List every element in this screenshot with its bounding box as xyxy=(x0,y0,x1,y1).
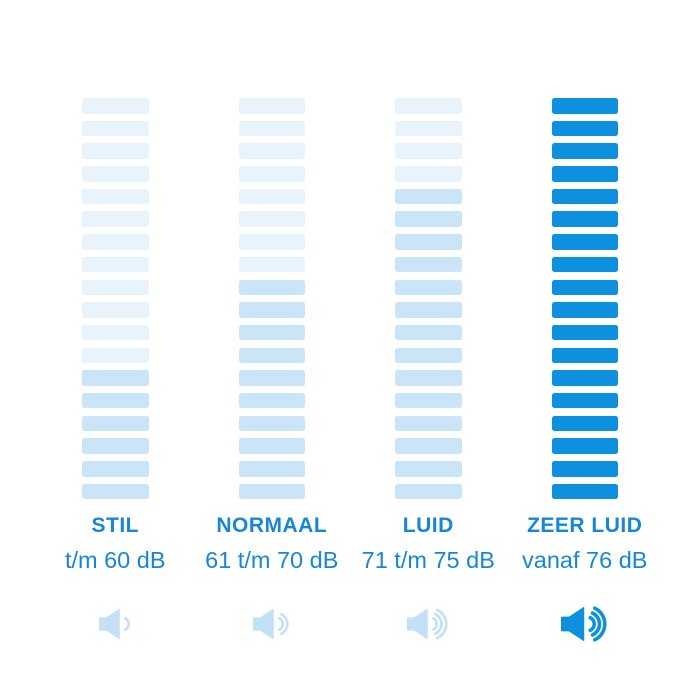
level-segment xyxy=(395,98,462,114)
level-segment xyxy=(238,347,305,364)
level-segment xyxy=(551,256,618,273)
noise-column-stil: STIL t/m 60 dB xyxy=(37,98,194,644)
level-segment xyxy=(395,234,462,250)
level-segment xyxy=(551,120,618,137)
level-segment xyxy=(82,392,149,409)
level-segment xyxy=(395,347,462,364)
category-label: STIL xyxy=(91,514,139,538)
level-segment xyxy=(238,279,305,295)
noise-level-columns: STIL t/m 60 dB NORMAAL 61 t/m 70 dB LUID… xyxy=(37,98,663,644)
level-segment xyxy=(82,324,149,341)
level-segment xyxy=(395,279,462,295)
level-segment xyxy=(551,211,618,227)
speaker-glyph xyxy=(99,608,131,640)
level-segment xyxy=(395,370,462,386)
level-segment xyxy=(551,234,618,250)
level-segment xyxy=(238,438,305,454)
level-segment xyxy=(82,279,149,295)
level-segment xyxy=(395,143,462,159)
bar-stack xyxy=(395,98,462,500)
level-segment xyxy=(238,143,305,159)
level-segment xyxy=(551,324,618,341)
level-segment xyxy=(551,392,618,409)
level-segment xyxy=(395,461,462,477)
level-segment xyxy=(82,461,149,477)
level-segment xyxy=(82,98,149,114)
level-segment xyxy=(395,166,462,182)
level-segment xyxy=(395,256,462,273)
level-segment xyxy=(551,347,618,364)
level-segment xyxy=(238,256,305,273)
speaker-volume-3-icon xyxy=(561,604,609,644)
level-segment xyxy=(82,120,149,137)
level-segment xyxy=(551,188,618,205)
speaker-volume-2-icon xyxy=(253,604,290,644)
speaker-volume-1-icon xyxy=(99,604,131,644)
level-segment xyxy=(395,324,462,341)
level-segment xyxy=(395,120,462,137)
level-segment xyxy=(238,324,305,341)
level-segment xyxy=(551,166,618,182)
level-segment xyxy=(551,461,618,477)
speaker-glyph xyxy=(407,608,448,640)
level-segment xyxy=(238,234,305,250)
level-segment xyxy=(238,483,305,500)
level-segment xyxy=(551,415,618,432)
noise-column-luid: LUID 71 t/m 75 dB xyxy=(350,98,507,644)
noise-column-zeer-luid: ZEER LUID vanaf 76 dB xyxy=(507,98,664,644)
speaker-glyph xyxy=(561,606,607,642)
db-range-label: t/m 60 dB xyxy=(64,547,166,574)
bar-stack xyxy=(82,98,149,500)
level-segment xyxy=(395,415,462,432)
level-segment xyxy=(82,234,149,250)
level-segment xyxy=(551,438,618,454)
level-segment xyxy=(238,461,305,477)
level-segment xyxy=(238,98,305,114)
level-segment xyxy=(395,483,462,500)
level-segment xyxy=(82,188,149,205)
db-range-label: 61 t/m 70 dB xyxy=(205,547,339,574)
level-segment xyxy=(82,438,149,454)
bar-stack xyxy=(551,98,618,500)
level-segment xyxy=(551,302,618,318)
category-label: ZEER LUID xyxy=(527,514,643,538)
level-segment xyxy=(82,483,149,500)
level-segment xyxy=(238,415,305,432)
level-segment xyxy=(238,211,305,227)
level-segment xyxy=(395,438,462,454)
noise-column-normaal: NORMAAL 61 t/m 70 dB xyxy=(194,98,351,644)
level-segment xyxy=(395,392,462,409)
level-segment xyxy=(82,166,149,182)
level-segment xyxy=(82,143,149,159)
level-segment xyxy=(82,370,149,386)
level-segment xyxy=(238,120,305,137)
level-segment xyxy=(82,302,149,318)
level-segment xyxy=(82,211,149,227)
db-range-label: vanaf 76 dB xyxy=(522,547,648,574)
level-segment xyxy=(238,302,305,318)
bar-stack xyxy=(238,98,305,500)
level-segment xyxy=(551,370,618,386)
category-label: LUID xyxy=(402,514,454,538)
db-range-label: 71 t/m 75 dB xyxy=(361,547,495,574)
level-segment xyxy=(551,279,618,295)
speaker-volume-3-icon xyxy=(407,604,449,644)
level-segment xyxy=(238,392,305,409)
level-segment xyxy=(395,302,462,318)
level-segment xyxy=(238,166,305,182)
level-segment xyxy=(551,143,618,159)
level-segment xyxy=(551,98,618,114)
level-segment xyxy=(82,347,149,364)
level-segment xyxy=(551,483,618,500)
level-segment xyxy=(82,256,149,273)
category-label: NORMAAL xyxy=(216,514,328,538)
level-segment xyxy=(82,415,149,432)
level-segment xyxy=(395,188,462,205)
speaker-glyph xyxy=(253,608,290,640)
level-segment xyxy=(238,370,305,386)
level-segment xyxy=(395,211,462,227)
level-segment xyxy=(238,188,305,205)
